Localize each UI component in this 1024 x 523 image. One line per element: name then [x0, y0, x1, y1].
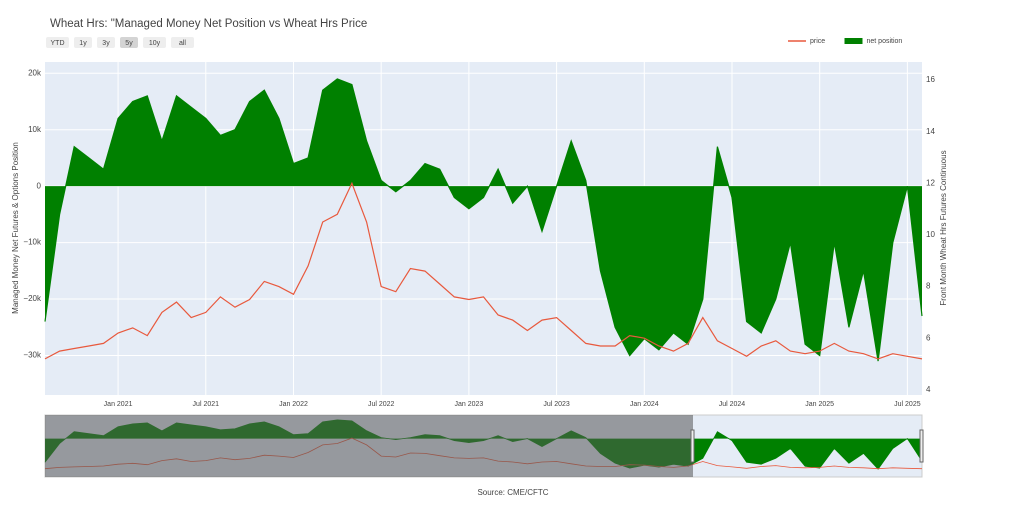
range-button[interactable]: [74, 37, 92, 48]
y2-axis-title: Front Month Wheat Hrs Futures Continuous: [939, 150, 948, 305]
range-button-label: all: [179, 40, 186, 47]
range-button[interactable]: [46, 37, 69, 48]
y2-tick-label: 10: [926, 230, 935, 239]
y2-tick-label: 4: [926, 385, 931, 394]
y2-tick-label: 8: [926, 282, 931, 291]
price-line: [44, 181, 923, 360]
range-button[interactable]: [120, 37, 138, 48]
y2-tick-label: 16: [926, 75, 935, 84]
area-outline: [44, 78, 923, 362]
x-tick-label: Jan 2022: [279, 401, 308, 408]
range-handle[interactable]: [690, 429, 695, 463]
range-button-label: 10y: [149, 40, 161, 47]
y2-tick-label: 14: [926, 127, 935, 136]
range-button-label: 5y: [125, 40, 133, 47]
x-tick-label: Jan 2025: [805, 401, 834, 408]
x-tick-label: Jan 2021: [104, 401, 133, 408]
legend-label: net position: [867, 38, 903, 45]
y2-tick-label: 12: [926, 178, 935, 187]
x-tick-label: Jul 2025: [894, 401, 921, 408]
x-tick-label: Jul 2022: [368, 401, 395, 408]
range-button-label: YTD: [51, 40, 65, 47]
legend-swatch: [844, 38, 863, 44]
x-tick-label: Jul 2024: [719, 401, 746, 408]
y-tick-label: −30k: [23, 351, 42, 360]
y-tick-label: −20k: [23, 294, 42, 303]
area-fill: [45, 78, 922, 362]
x-tick-label: Jan 2024: [630, 401, 659, 408]
chart-title: Wheat Hrs: "Managed Money Net Position v…: [50, 18, 367, 30]
range-handle[interactable]: [919, 429, 924, 463]
y-tick-label: 0: [37, 181, 42, 190]
y-tick-label: −10k: [23, 238, 42, 247]
range-button[interactable]: [143, 37, 166, 48]
range-button-label: 3y: [102, 40, 110, 47]
x-tick-label: Jul 2023: [543, 401, 570, 408]
y-axis-title: Managed Money Net Futures & Options Posi…: [11, 142, 20, 314]
legend-label: price: [810, 38, 825, 45]
y-tick-label: 10k: [28, 125, 42, 134]
y-tick-label: 20k: [28, 68, 42, 77]
source: Source: CME/CFTC: [477, 488, 548, 497]
x-tick-label: Jan 2023: [454, 401, 483, 408]
range-button[interactable]: [97, 37, 115, 48]
x-tick-label: Jul 2021: [193, 401, 220, 408]
y2-tick-label: 6: [926, 333, 931, 342]
range-button[interactable]: [171, 37, 194, 48]
range-slider-mask: [45, 415, 693, 477]
range-button-label: 1y: [79, 40, 87, 47]
